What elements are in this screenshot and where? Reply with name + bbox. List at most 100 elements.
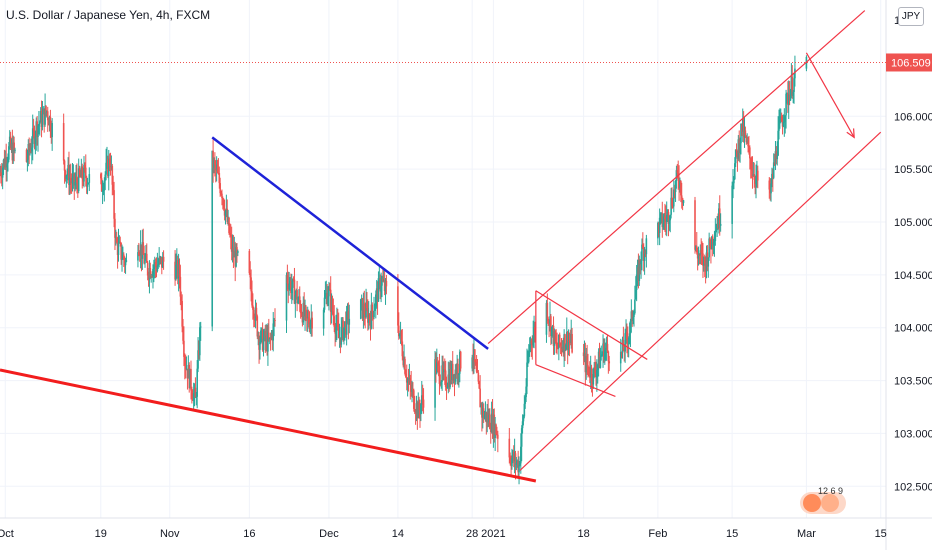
candle — [251, 280, 253, 308]
candle-body — [9, 136, 12, 148]
candle — [69, 163, 72, 194]
candle-body — [338, 337, 341, 339]
candle-body — [88, 174, 91, 183]
candle-body — [36, 121, 38, 138]
candle — [740, 123, 742, 155]
candle-body — [222, 199, 225, 209]
candle — [550, 313, 552, 346]
candle — [639, 259, 641, 275]
last-price-label: 106.509 — [891, 57, 931, 69]
candle-body — [448, 374, 450, 388]
candle — [680, 182, 683, 209]
candle — [447, 361, 450, 394]
candle-body — [532, 335, 534, 346]
candle — [121, 244, 123, 272]
projection-arrow-head — [846, 128, 855, 139]
candle — [478, 380, 481, 390]
candle — [479, 375, 481, 408]
candle-body — [145, 253, 148, 263]
candle-body — [330, 299, 333, 312]
candle — [376, 281, 379, 315]
candle — [248, 249, 251, 275]
candle — [84, 162, 86, 173]
candle — [214, 160, 217, 183]
candle-body — [605, 343, 608, 348]
candle — [4, 150, 7, 170]
candle-body — [371, 304, 374, 312]
candle-body — [368, 314, 371, 320]
candle — [533, 315, 535, 349]
candle — [81, 163, 84, 189]
candle-body — [150, 276, 153, 278]
candle — [38, 120, 41, 136]
candle — [781, 114, 784, 135]
candle-body — [662, 223, 664, 228]
candle — [265, 323, 267, 352]
candle — [45, 105, 47, 117]
candle-body — [360, 298, 363, 300]
candle-body — [787, 94, 790, 105]
candle-body — [566, 331, 569, 351]
candle-body — [559, 344, 562, 346]
candle-body — [40, 111, 43, 127]
candle-body — [516, 460, 519, 463]
candle-body — [69, 177, 72, 181]
flag-upper-line — [535, 290, 648, 360]
candle-body — [552, 325, 555, 346]
candle — [419, 399, 421, 428]
candle — [509, 452, 512, 466]
candle-body — [488, 414, 490, 422]
candle — [188, 362, 191, 393]
candle — [229, 224, 232, 250]
candle — [291, 278, 294, 301]
candle-body — [144, 258, 146, 264]
candle-body — [290, 287, 293, 294]
candle — [104, 171, 107, 190]
currency-badge[interactable]: JPY — [898, 7, 924, 26]
candle — [634, 285, 636, 315]
candle — [471, 354, 473, 372]
candle-body — [30, 149, 32, 152]
candle — [517, 450, 519, 478]
candle — [559, 342, 562, 355]
candle — [455, 363, 458, 379]
candle-body — [235, 247, 237, 267]
candle-body — [582, 352, 585, 357]
candle-body — [554, 331, 557, 342]
candle-body — [157, 264, 160, 266]
candle — [326, 283, 328, 307]
candle-body — [123, 259, 126, 266]
candle — [596, 359, 598, 392]
candle-body — [262, 338, 265, 351]
candle — [495, 423, 497, 436]
candle — [480, 402, 482, 415]
candle-body — [664, 216, 666, 220]
candle — [37, 124, 39, 152]
candle — [212, 138, 214, 183]
candle — [780, 112, 783, 123]
candle-body — [0, 175, 3, 178]
candle-body — [744, 130, 747, 136]
candle — [298, 286, 301, 312]
candle — [481, 401, 483, 432]
candle — [274, 308, 276, 327]
candle-body — [3, 159, 6, 168]
candle — [681, 197, 684, 211]
candle-body — [184, 365, 187, 369]
candle — [736, 150, 739, 172]
candle-body — [592, 368, 595, 385]
candle-body — [477, 372, 480, 382]
candle-body — [745, 135, 748, 143]
candle-body — [142, 242, 145, 255]
candle — [586, 344, 588, 375]
candle — [85, 175, 88, 194]
candle — [385, 274, 388, 295]
candle — [520, 433, 522, 474]
candle — [439, 374, 442, 387]
candle-body — [376, 288, 379, 302]
candle — [602, 334, 604, 368]
candle-body — [383, 279, 386, 292]
candle — [124, 257, 127, 274]
candle — [26, 149, 29, 172]
